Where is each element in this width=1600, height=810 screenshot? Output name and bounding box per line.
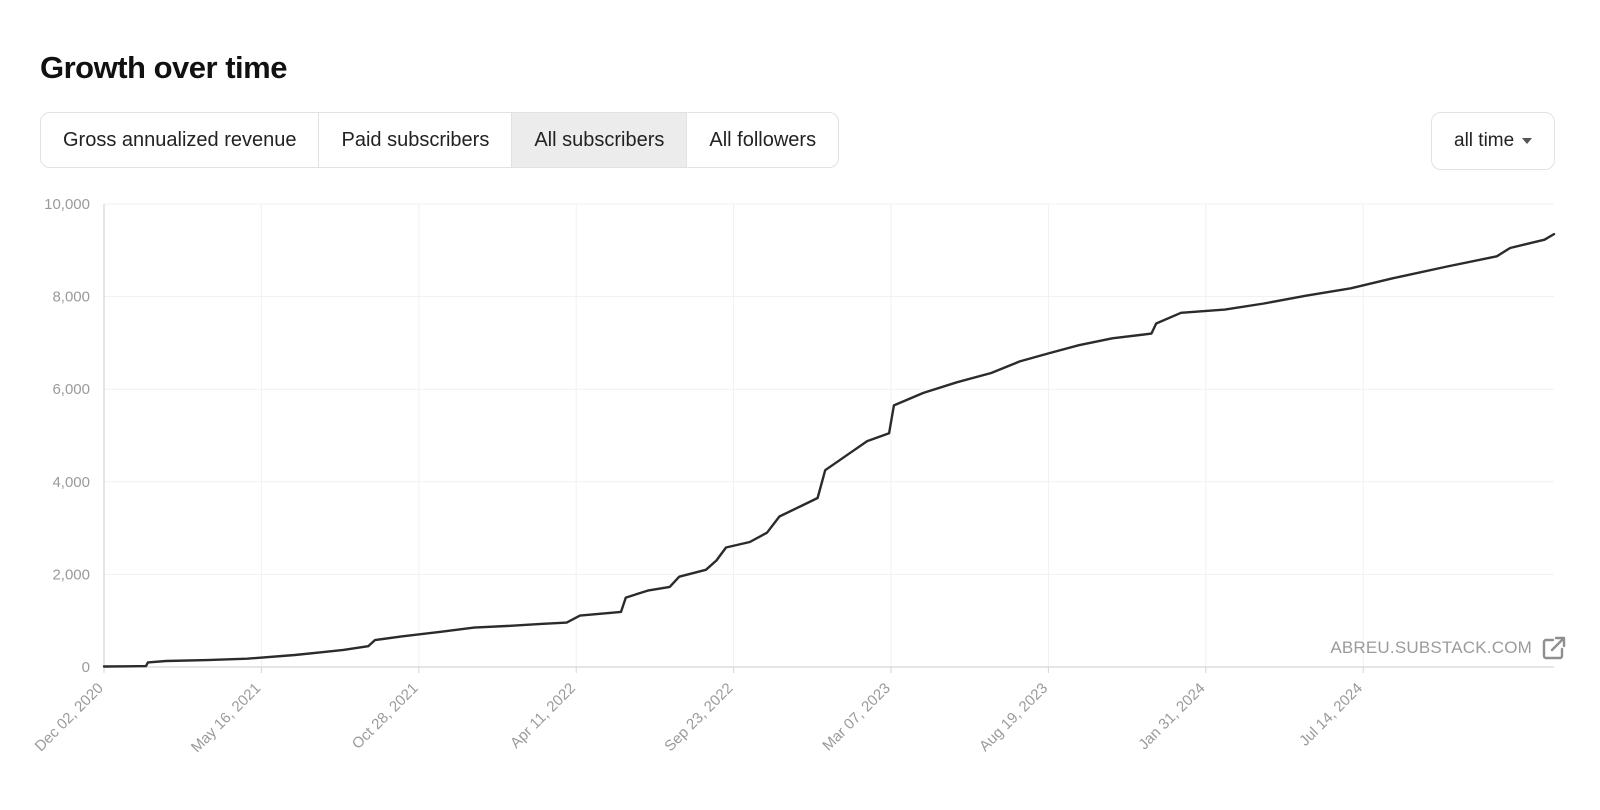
tab-all-subscribers[interactable]: All subscribers — [512, 113, 688, 167]
metric-tabs: Gross annualized revenue Paid subscriber… — [40, 112, 840, 168]
time-range-value: all time — [1454, 130, 1515, 151]
y-tick-label: 10,000 — [44, 196, 90, 213]
x-tick-label: Aug 19, 2023 — [976, 680, 1051, 755]
chevron-down-icon — [1522, 138, 1532, 144]
time-range-select[interactable]: all time — [1431, 112, 1555, 170]
growth-line-chart: 0 2,000 4,000 6,000 8,000 10,000 Dec 02, 2020… — [32, 196, 1556, 756]
x-tick-label: Oct 28, 2021 — [349, 680, 422, 753]
page-title: Growth over time — [40, 50, 287, 85]
publication-url: ABREU.SUBSTACK.COM — [1330, 638, 1532, 657]
chart-axes — [103, 204, 1554, 668]
publication-link[interactable]: ABREU.SUBSTACK.COM — [1330, 634, 1568, 662]
tab-paid-subscribers[interactable]: Paid subscribers — [319, 113, 513, 167]
y-axis-ticks: 0 2,000 4,000 6,000 8,000 10,000 — [44, 196, 90, 676]
y-tick-label: 2,000 — [52, 566, 90, 583]
x-tick-label: Dec 02, 2020 — [32, 680, 107, 755]
y-tick-label: 0 — [82, 659, 90, 676]
x-tick-label: Apr 11, 2022 — [507, 680, 579, 752]
chart-grid — [104, 203, 1554, 667]
x-tick-label: Mar 07, 2023 — [819, 680, 894, 755]
y-tick-label: 6,000 — [52, 381, 90, 398]
x-tick-label: Sep 23, 2022 — [661, 680, 736, 755]
y-tick-label: 8,000 — [52, 289, 90, 306]
series-line-all-subscribers — [102, 232, 1556, 668]
tab-all-followers[interactable]: All followers — [709, 128, 817, 151]
series-layer — [102, 232, 1556, 668]
tab-gross-annualized-revenue[interactable]: Gross annualized revenue — [41, 113, 320, 167]
x-axis-ticks: Dec 02, 2020 May 16, 2021 Oct 28, 2021 Apr … — [32, 667, 1366, 756]
x-tick-label: Jan 31, 2024 — [1135, 680, 1208, 753]
x-tick-label: Jul 14, 2024 — [1296, 680, 1366, 750]
external-link-icon — [1542, 636, 1566, 660]
y-tick-label: 4,000 — [52, 474, 90, 491]
x-tick-label: May 16, 2021 — [188, 680, 264, 756]
